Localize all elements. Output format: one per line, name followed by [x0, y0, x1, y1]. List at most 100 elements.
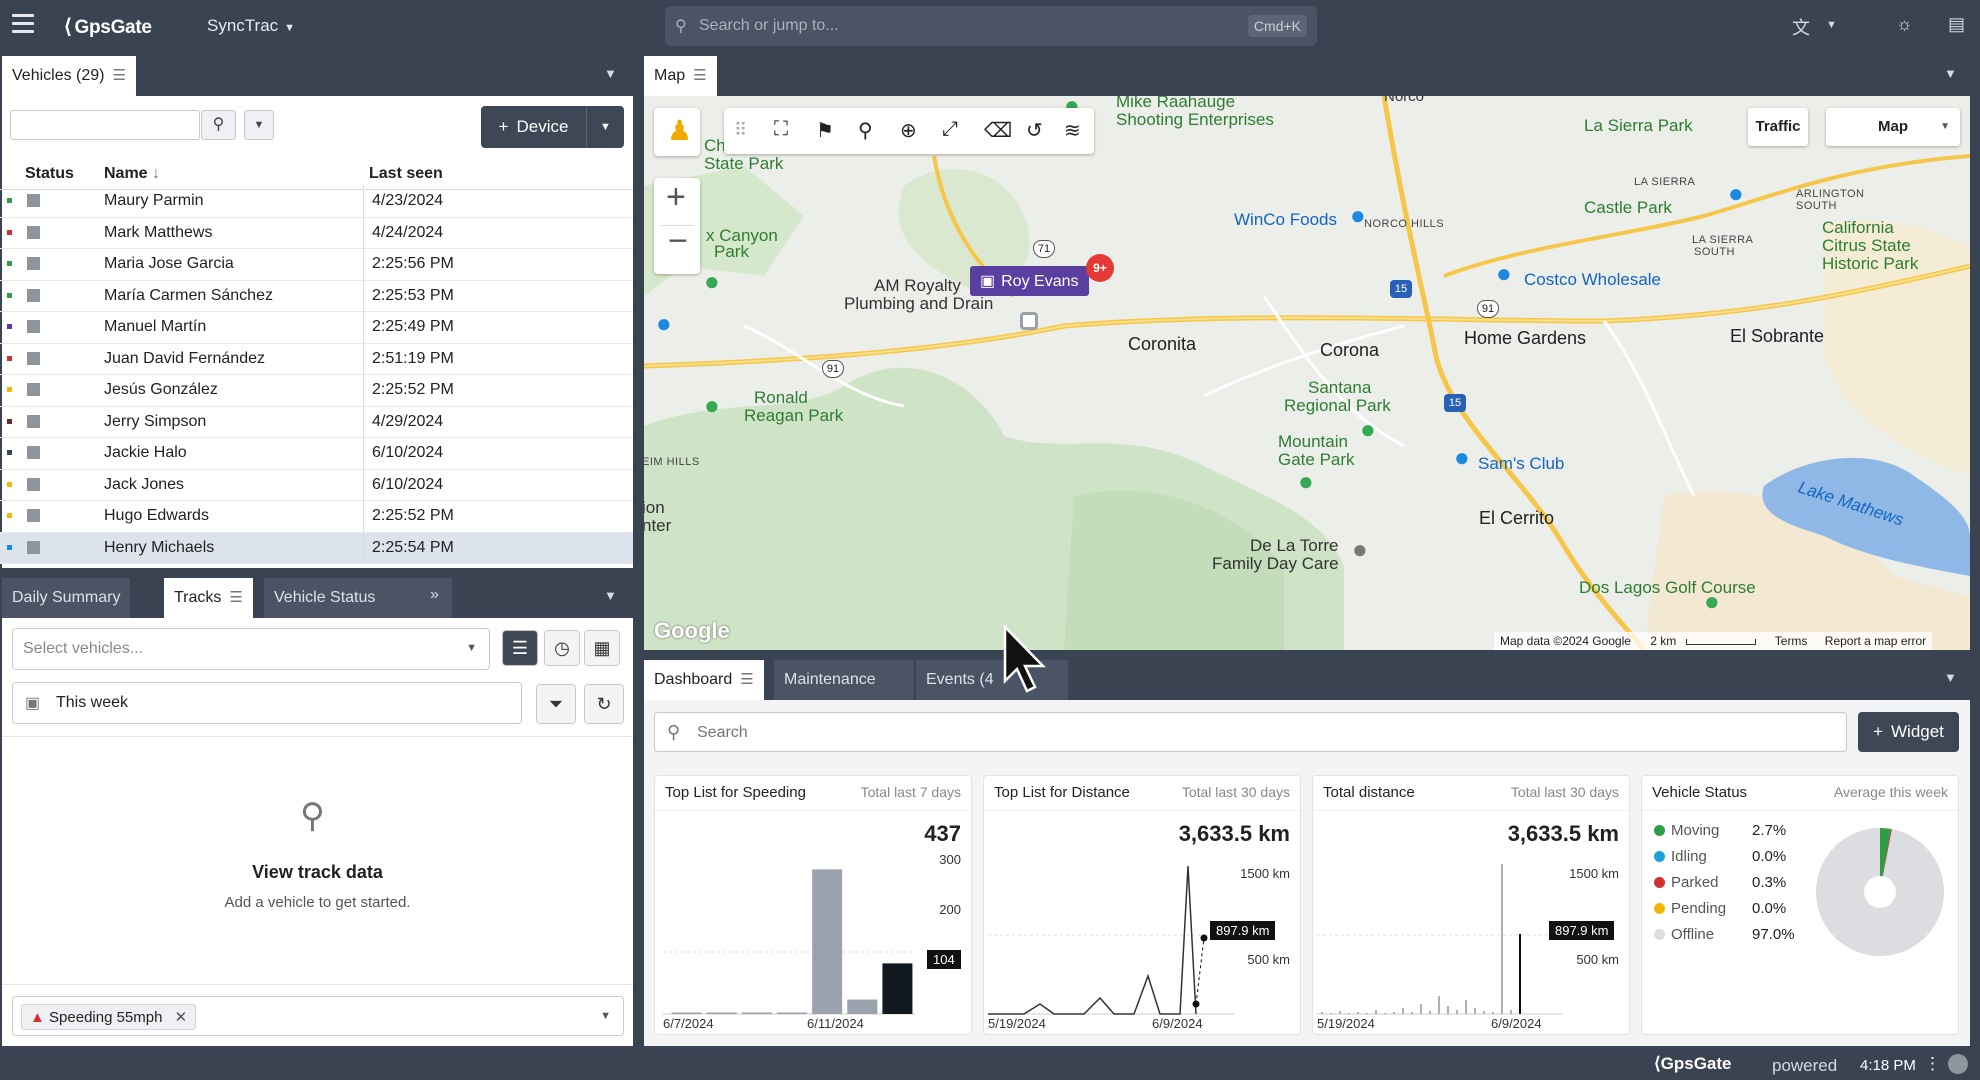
chevron-down-icon[interactable]: ▼	[604, 588, 617, 603]
tab-tracks[interactable]: Tracks ☰	[164, 578, 253, 618]
undo-icon[interactable]: ↺	[1026, 120, 1043, 142]
search-icon[interactable]: ⚲	[858, 120, 873, 142]
tab-vehicle-status[interactable]: Vehicle Status	[264, 578, 452, 618]
table-row[interactable]: Henry Michaels 2:25:54 PM	[0, 532, 633, 564]
park-pin-icon[interactable]: ●	[1728, 178, 1744, 208]
drag-handle-icon[interactable]: ⠿	[734, 120, 748, 140]
shop-pin-icon[interactable]: ●	[1454, 442, 1470, 472]
shop-pin-icon[interactable]: ●	[656, 308, 672, 338]
dashboard-search-input[interactable]: ⚲ Search	[654, 712, 1847, 752]
status-icon	[27, 477, 40, 491]
traffic-toggle[interactable]: Traffic	[1748, 108, 1808, 146]
column-name[interactable]: Name ↓	[104, 165, 161, 182]
column-last-seen[interactable]: Last seen	[369, 165, 443, 182]
tab-vehicles[interactable]: Vehicles (29) ☰	[2, 56, 136, 96]
table-row[interactable]: Jack Jones 6/10/2024	[0, 469, 633, 501]
scale-bar	[1685, 639, 1756, 645]
table-row[interactable]: Jackie Halo 6/10/2024	[0, 438, 633, 470]
vehicle-search-input[interactable]	[10, 110, 200, 140]
report-map-error-link[interactable]: Report a map error	[1824, 634, 1927, 648]
rule-chip[interactable]: ▲ Speeding 55mph ✕	[21, 1004, 197, 1030]
distance-widget[interactable]: Top List for Distance Total last 30 days…	[983, 775, 1301, 1035]
remove-chip-icon[interactable]: ✕	[174, 1009, 188, 1026]
location-pin-icon[interactable]: ⚑	[816, 120, 834, 142]
terms-link[interactable]: Terms	[1774, 634, 1808, 648]
table-row[interactable]: Maury Parmin 4/23/2024	[0, 186, 633, 218]
fit-bounds-icon[interactable]: ⛶	[774, 118, 788, 140]
map-type-select[interactable]: Map ▼	[1826, 108, 1960, 146]
street-view-button[interactable]: ♟	[654, 108, 700, 156]
park-pin-icon[interactable]: ●	[704, 390, 720, 420]
table-view-button[interactable]: ▦	[584, 630, 620, 666]
tab-maintenance[interactable]: Maintenance	[774, 660, 914, 700]
place-label: La Sierra Park	[1584, 116, 1693, 135]
rule-selector[interactable]: ▲ Speeding 55mph ✕ ▼	[12, 996, 624, 1036]
place-label: WinCo Foods	[1234, 210, 1337, 229]
chevron-down-icon[interactable]: ▼	[1944, 670, 1957, 685]
filter-button[interactable]: ⏷	[536, 684, 576, 724]
table-row[interactable]: Hugo Edwards 2:25:52 PM	[0, 501, 633, 533]
table-row[interactable]: Maria Jose Garcia 2:25:56 PM	[0, 249, 633, 281]
menu-icon[interactable]	[12, 14, 34, 36]
global-search[interactable]: ⚲ Search or jump to... Cmd+K	[665, 6, 1317, 46]
tab-menu-icon[interactable]: ☰	[693, 67, 707, 84]
eraser-icon[interactable]: ⌫	[984, 120, 1013, 142]
period-selector[interactable]: ▣ This week	[12, 682, 522, 724]
brand-logo[interactable]: ⟨ GpsGate	[64, 16, 152, 38]
chevron-down-icon[interactable]: ▼	[1826, 19, 1837, 31]
more-tabs-icon[interactable]: »	[430, 586, 439, 603]
tab-menu-icon[interactable]: ☰	[229, 589, 243, 606]
table-row[interactable]: Mark Matthews 4/24/2024	[0, 217, 633, 249]
layers-icon[interactable]: ≋	[1064, 120, 1081, 142]
vehicle-last-seen: 2:25:53 PM	[372, 286, 454, 304]
search-button[interactable]: ⚲	[201, 110, 236, 140]
chevron-down-icon[interactable]: ▼	[604, 66, 617, 81]
language-icon[interactable]: 文	[1792, 18, 1810, 38]
vehicle-position-icon[interactable]	[1020, 312, 1038, 330]
table-row[interactable]: Manuel Martín 2:25:49 PM	[0, 312, 633, 344]
tab-dashboard[interactable]: Dashboard ☰	[644, 660, 764, 700]
total-distance-widget[interactable]: Total distance Total last 30 days 3,633.…	[1312, 775, 1630, 1035]
speeding-widget[interactable]: Top List for Speeding Total last 7 days …	[654, 775, 972, 1035]
tab-menu-icon[interactable]: ☰	[112, 67, 126, 84]
column-status[interactable]: Status	[25, 165, 74, 182]
shop-pin-icon[interactable]: ●	[1350, 200, 1366, 230]
park-pin-icon[interactable]: ●	[1360, 414, 1376, 444]
zoom-out-icon[interactable]: −	[668, 222, 688, 260]
golf-pin-icon[interactable]: ●	[1704, 586, 1720, 616]
add-device-dropdown[interactable]: ▼	[586, 106, 624, 148]
add-device-button[interactable]: + Device	[481, 106, 586, 148]
list-view-button[interactable]: ☰	[502, 630, 538, 666]
refresh-button[interactable]: ↻	[584, 684, 624, 724]
park-pin-icon[interactable]: ●	[704, 266, 720, 296]
org-switcher[interactable]: SyncTrac ▼	[207, 16, 296, 35]
table-row[interactable]: Juan David Fernández 2:51:19 PM	[0, 343, 633, 375]
map-canvas[interactable]: Mike Raahauge Shooting Enterprises Norco…	[644, 96, 1970, 650]
vehicle-marker-label[interactable]: ▣ Roy Evans	[970, 266, 1089, 296]
table-row[interactable]: María Carmen Sánchez 2:25:53 PM	[0, 280, 633, 312]
zoom-in-icon[interactable]: +	[666, 178, 686, 216]
chevron-down-icon[interactable]: ▼	[1944, 66, 1957, 81]
shop-pin-icon[interactable]: ●	[1496, 258, 1512, 288]
select-vehicles[interactable]: Select vehicles... ▼	[12, 628, 490, 670]
tab-menu-icon[interactable]: ☰	[740, 671, 754, 688]
cluster-badge[interactable]: 9+	[1086, 254, 1114, 282]
store-icon[interactable]: ▤	[1948, 14, 1966, 34]
timeline-view-button[interactable]: ◷	[544, 630, 580, 666]
expand-icon[interactable]: ⤢	[942, 118, 958, 140]
add-widget-button[interactable]: + Widget	[1858, 712, 1959, 752]
theme-icon[interactable]: ☼	[1896, 14, 1913, 34]
filter-dropdown-button[interactable]: ▼	[244, 110, 274, 140]
route-shield: 91	[1477, 300, 1499, 318]
tab-daily-summary[interactable]: Daily Summary	[2, 578, 131, 618]
place-label: California	[1822, 218, 1894, 237]
table-row[interactable]: Jerry Simpson 4/29/2024	[0, 406, 633, 438]
vehicle-status-widget[interactable]: Vehicle Status Average this week Moving 2…	[1641, 775, 1959, 1035]
park-pin-icon[interactable]: ●	[1298, 466, 1314, 496]
place-pin-icon[interactable]: ●	[1352, 534, 1368, 564]
table-row[interactable]: Jesús González 2:25:52 PM	[0, 375, 633, 407]
zoom-area-icon[interactable]: ⊕	[900, 120, 917, 142]
tab-map[interactable]: Map ☰	[644, 56, 717, 96]
more-vertical-icon[interactable]: ⋮	[1924, 1054, 1941, 1073]
avatar[interactable]	[1948, 1054, 1968, 1074]
